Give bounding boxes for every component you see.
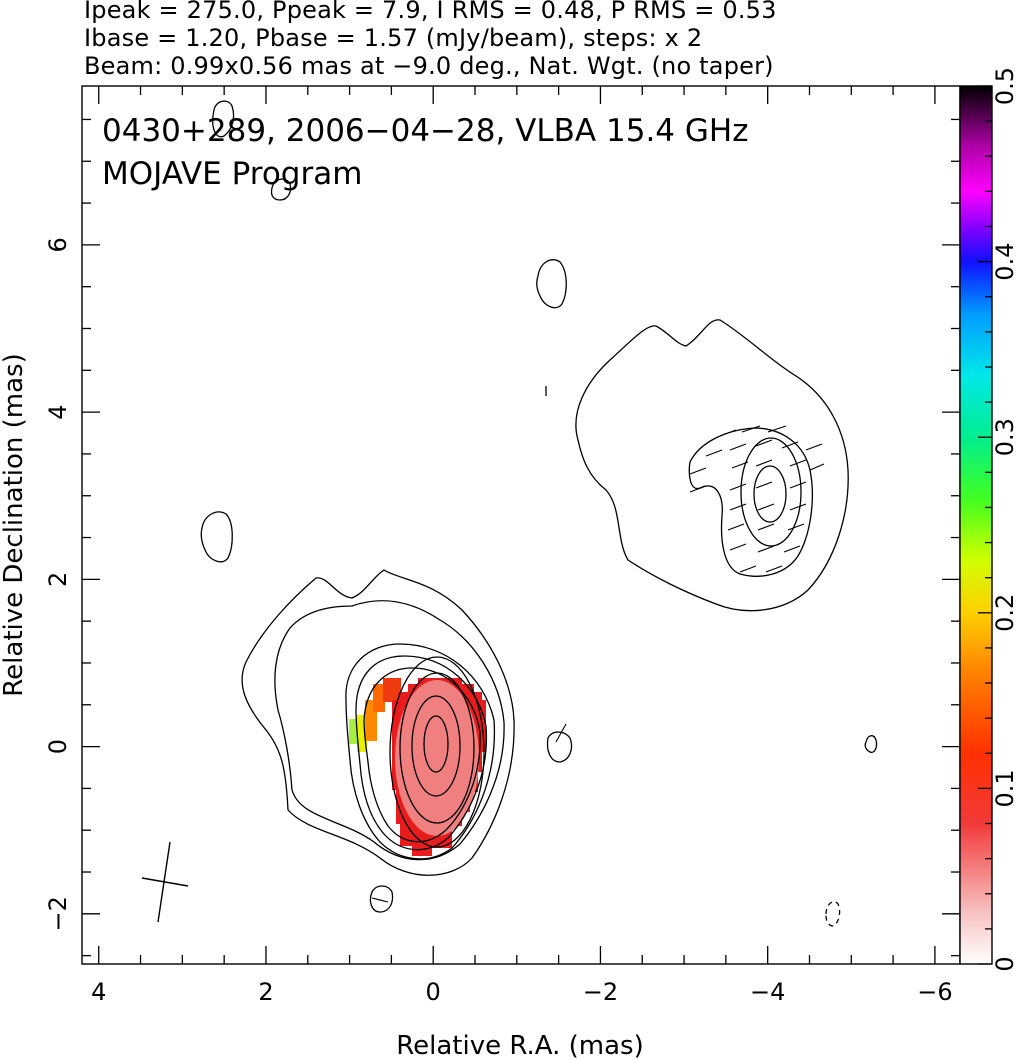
beam-minor-axis (141, 877, 189, 887)
noise-contours (200, 100, 878, 927)
pol-vector (765, 565, 783, 573)
noise-contour (864, 735, 878, 754)
pol-vector (371, 897, 389, 903)
polarization-vectors (371, 425, 825, 903)
pol-vector (729, 543, 747, 551)
pol-vector (555, 723, 567, 743)
pol-vector (809, 463, 825, 471)
x-tick-label: 4 (91, 978, 106, 1006)
pol-vector (757, 503, 775, 511)
jet-contour-2 (688, 427, 813, 577)
pol-vector (731, 461, 749, 469)
contour-outer (241, 569, 515, 876)
pol-pixel (373, 684, 385, 712)
pol-vector (767, 425, 787, 433)
pol-vector (729, 443, 747, 451)
contour-8 (411, 695, 461, 797)
pol-vector (755, 439, 773, 447)
pol-pixel (349, 719, 359, 744)
pol-vector (757, 523, 775, 531)
pol-vector (689, 485, 707, 493)
colorbar-tick-label: 0.3 (991, 418, 1019, 456)
y-tick-label: 2 (44, 572, 72, 587)
pol-vector (789, 459, 807, 467)
beam-marker (141, 841, 189, 923)
pol-vector (755, 481, 773, 489)
pol-vector (783, 545, 801, 553)
y-tick-label: 4 (44, 404, 72, 419)
pol-vector (755, 459, 773, 467)
pol-vector (781, 441, 799, 449)
y-tick-label: 6 (44, 237, 72, 252)
y-axis-label: Relative Declination (mas) (0, 353, 29, 696)
pol-vector (757, 545, 775, 553)
y-tick-label: 0 (44, 739, 72, 754)
contour-2 (274, 600, 505, 861)
x-axis-label: Relative R.A. (mas) (396, 1031, 643, 1060)
y-tick-label: −2 (44, 896, 72, 931)
jet-contours (575, 319, 849, 612)
header-line-3: Beam: 0.99x0.56 mas at −9.0 deg., Nat. W… (84, 52, 774, 80)
contour-7 (399, 672, 475, 824)
noise-contour (536, 259, 567, 309)
noise-contour (270, 178, 292, 201)
pol-vector (787, 523, 805, 531)
pol-vector (705, 449, 723, 457)
pol-vector (739, 565, 757, 573)
x-tick-label: 2 (258, 978, 273, 1006)
x-tick-label: −2 (583, 978, 618, 1006)
contour-5 (363, 667, 481, 843)
contour-3 (345, 643, 496, 860)
contour-6 (389, 656, 485, 848)
pol-vector (729, 503, 747, 511)
core-contours (241, 569, 515, 876)
noise-contour-dashed (825, 900, 841, 927)
axis-tick-labels: 4 2 0 −2 −4 −6 −2 0 2 4 6 (44, 237, 953, 1006)
pol-vector (789, 503, 807, 511)
pol-vector (727, 523, 745, 531)
pol-vector (689, 467, 707, 475)
contour-9 (423, 715, 449, 773)
header-line-1: Ipeak = 275.0, Ppeak = 7.9, I RMS = 0.48… (84, 0, 777, 24)
plot-area (141, 100, 878, 927)
x-tick-label: 0 (426, 978, 441, 1006)
colorbar-tick-label: 0.4 (991, 243, 1019, 281)
header-line-2: Ibase = 1.20, Pbase = 1.57 (mJy/beam), s… (84, 24, 703, 52)
noise-contour (212, 100, 235, 138)
colorbar-tick-label: 0.5 (991, 67, 1019, 105)
colorbar (959, 85, 993, 965)
chart-subtitle: MOJAVE Program (102, 156, 362, 192)
pol-vector (805, 443, 823, 451)
chart-title: 0430+289, 2006−04−28, VLBA 15.4 GHz (102, 113, 748, 149)
jet-contour-outer (575, 319, 849, 612)
noise-contour (546, 731, 573, 763)
colorbar-tick-label: 0 (991, 956, 1019, 971)
colorbar-tick-label: 0.2 (991, 594, 1019, 632)
noise-contour (369, 885, 394, 913)
contour-4 (355, 655, 488, 851)
plot-frame (81, 85, 961, 965)
pol-vector (719, 429, 737, 437)
jet-contour-4 (753, 465, 787, 523)
colorbar-ticks: 0 0.1 0.2 0.3 0.4 0.5 (978, 67, 1019, 972)
polarization-pixels (349, 678, 486, 856)
x-tick-label: −4 (750, 978, 785, 1006)
pol-pixel (383, 678, 401, 702)
axis-ticks (82, 86, 960, 964)
jet-contour-3 (740, 437, 802, 547)
x-tick-label: −6 (917, 978, 952, 1006)
pol-vector (741, 425, 761, 433)
colorbar-tick-label: 0.1 (991, 769, 1019, 807)
noise-contour (200, 511, 233, 563)
pol-pixel (357, 715, 367, 752)
pol-vector (789, 481, 807, 489)
pol-vector (729, 483, 747, 491)
